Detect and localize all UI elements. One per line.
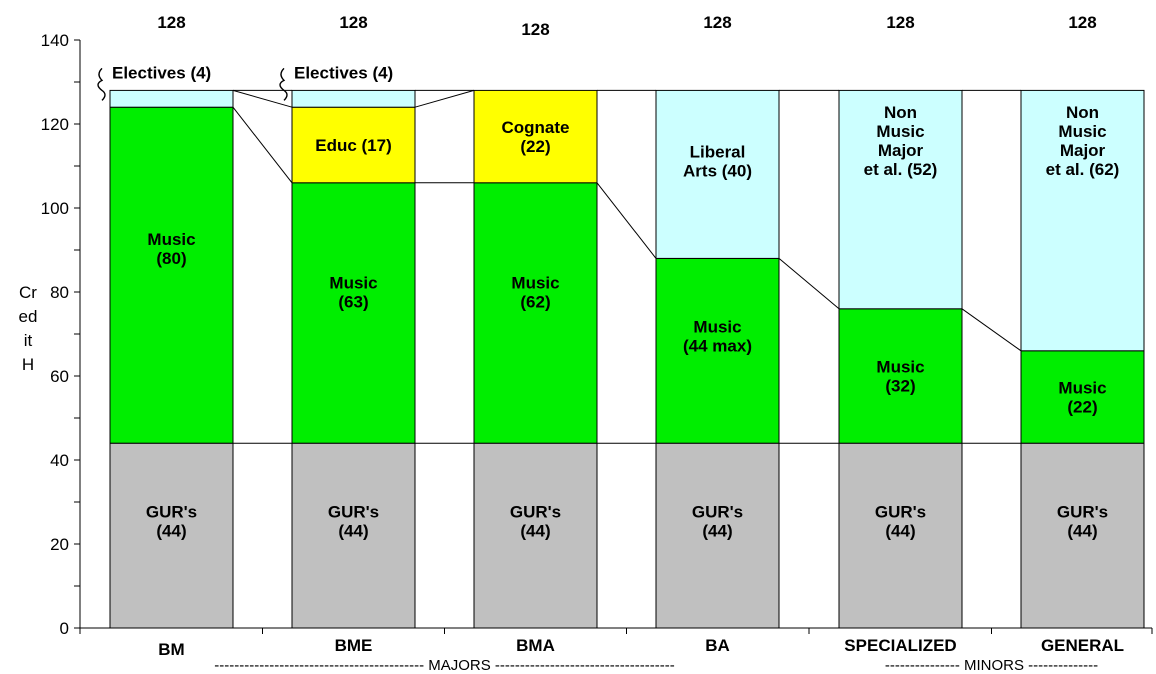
segment-label: Music: [693, 318, 741, 337]
connector-line: [961, 308, 1022, 352]
segment-label: Major: [878, 141, 924, 160]
brace-icon: [279, 67, 288, 101]
segment-label: et al. (62): [1046, 160, 1120, 179]
bar-segment-bme-educ-17: [291, 106, 416, 184]
bar-segment-bma-gur-s: [473, 442, 598, 629]
bar-segment-specialized-music: [838, 308, 963, 444]
bar-total-label: 128: [157, 13, 185, 32]
y-tick-label: 120: [41, 115, 69, 134]
segment-label: (62): [520, 293, 550, 312]
y-tick-label: 80: [50, 283, 69, 302]
bars: [109, 89, 1145, 629]
segment-label: GUR's: [692, 502, 743, 521]
bar-segment-bma-cognate: [473, 89, 598, 184]
bar-segment-bme-music: [291, 182, 416, 444]
y-tick-label: 0: [60, 619, 69, 638]
segment-label: GUR's: [328, 502, 379, 521]
category-label: SPECIALIZED: [844, 636, 956, 655]
category-label: BA: [705, 636, 730, 655]
segment-label: GUR's: [875, 502, 926, 521]
segment-label: GUR's: [1057, 502, 1108, 521]
y-tick-label: 140: [41, 31, 69, 50]
segment-label: (44): [520, 521, 550, 540]
bar-total-label: 128: [1068, 13, 1096, 32]
connector-line: [232, 89, 293, 108]
bar-segment-ba-liberal: [655, 89, 780, 259]
segment-label: (44): [338, 521, 368, 540]
segment-label: Major: [1060, 141, 1106, 160]
category-label: BM: [158, 640, 184, 659]
bar-segment-bme-gur-s: [291, 442, 416, 629]
y-tick-label: 100: [41, 199, 69, 218]
bar-segment-bm-gur-s: [109, 442, 234, 629]
category-label: BME: [335, 636, 373, 655]
bar-segment-general-music: [1020, 350, 1145, 444]
bar-total-label: 128: [703, 13, 731, 32]
segment-label: et al. (52): [864, 160, 938, 179]
y-axis-label: H: [22, 355, 34, 374]
connector-lines: [232, 89, 1022, 444]
connector-line: [596, 182, 657, 259]
bar-segment-bm-electives-4: [109, 89, 234, 108]
bar-segment-bme-electives-4: [291, 89, 416, 108]
segment-label: (63): [338, 293, 368, 312]
segment-label: Music: [876, 122, 924, 141]
bar-segment-bm-music: [109, 106, 234, 444]
segment-label: Non: [1066, 103, 1099, 122]
segment-label: GUR's: [510, 502, 561, 521]
segment-label: Cognate: [502, 118, 570, 137]
connector-line: [778, 258, 840, 310]
bar-total-label: 128: [339, 13, 367, 32]
bar-segment-ba-gur-s: [655, 442, 780, 629]
bar-segment-specialized-non: [838, 89, 963, 310]
bar-segment-bma-music: [473, 182, 598, 444]
segment-label: (44): [1067, 521, 1097, 540]
segment-label: (80): [156, 249, 186, 268]
segment-label: (32): [885, 377, 915, 396]
segment-label: Music: [511, 274, 559, 293]
brace-icon: [97, 67, 106, 101]
segment-label: (44 max): [683, 337, 752, 356]
segment-label: Liberal: [690, 142, 746, 161]
connector-line: [232, 106, 293, 184]
segment-label: (44): [702, 521, 732, 540]
segment-label: Music: [147, 230, 195, 249]
bar-total-label: 128: [521, 20, 549, 39]
segment-label: Music: [1058, 122, 1106, 141]
y-axis-label: Cr: [19, 283, 37, 302]
group-label-majors: ----------------------------------------…: [214, 657, 674, 674]
segment-label: Electives (4): [294, 63, 393, 82]
segment-label: (44): [885, 521, 915, 540]
segment-label: Music: [1058, 379, 1106, 398]
y-tick-label: 40: [50, 451, 69, 470]
bar-segment-general-non: [1020, 89, 1145, 352]
group-label-minors: --------------- MINORS --------------: [885, 657, 1098, 674]
segment-label: GUR's: [146, 502, 197, 521]
connector-line: [414, 89, 475, 108]
y-tick-label: 20: [50, 535, 69, 554]
bar-total-label: 128: [886, 13, 914, 32]
segment-label: Music: [329, 274, 377, 293]
segment-label: Electives (4): [112, 63, 211, 82]
bar-segment-ba-music: [655, 257, 780, 444]
axes: 0 20 40 60 80 100 120 140: [41, 31, 1153, 638]
segment-label: Music: [876, 358, 924, 377]
segment-label: (22): [1067, 398, 1097, 417]
segment-label: Non: [884, 103, 917, 122]
y-axis-label: ed: [19, 307, 38, 326]
y-axis-label: it: [24, 331, 33, 350]
y-tick-label: 60: [50, 367, 69, 386]
segment-label: (22): [520, 137, 550, 156]
category-label: BMA: [516, 636, 555, 655]
segment-label: Educ (17): [315, 136, 392, 155]
segment-label: (44): [156, 521, 186, 540]
category-label: GENERAL: [1041, 636, 1124, 655]
segment-label: Arts (40): [683, 161, 752, 180]
